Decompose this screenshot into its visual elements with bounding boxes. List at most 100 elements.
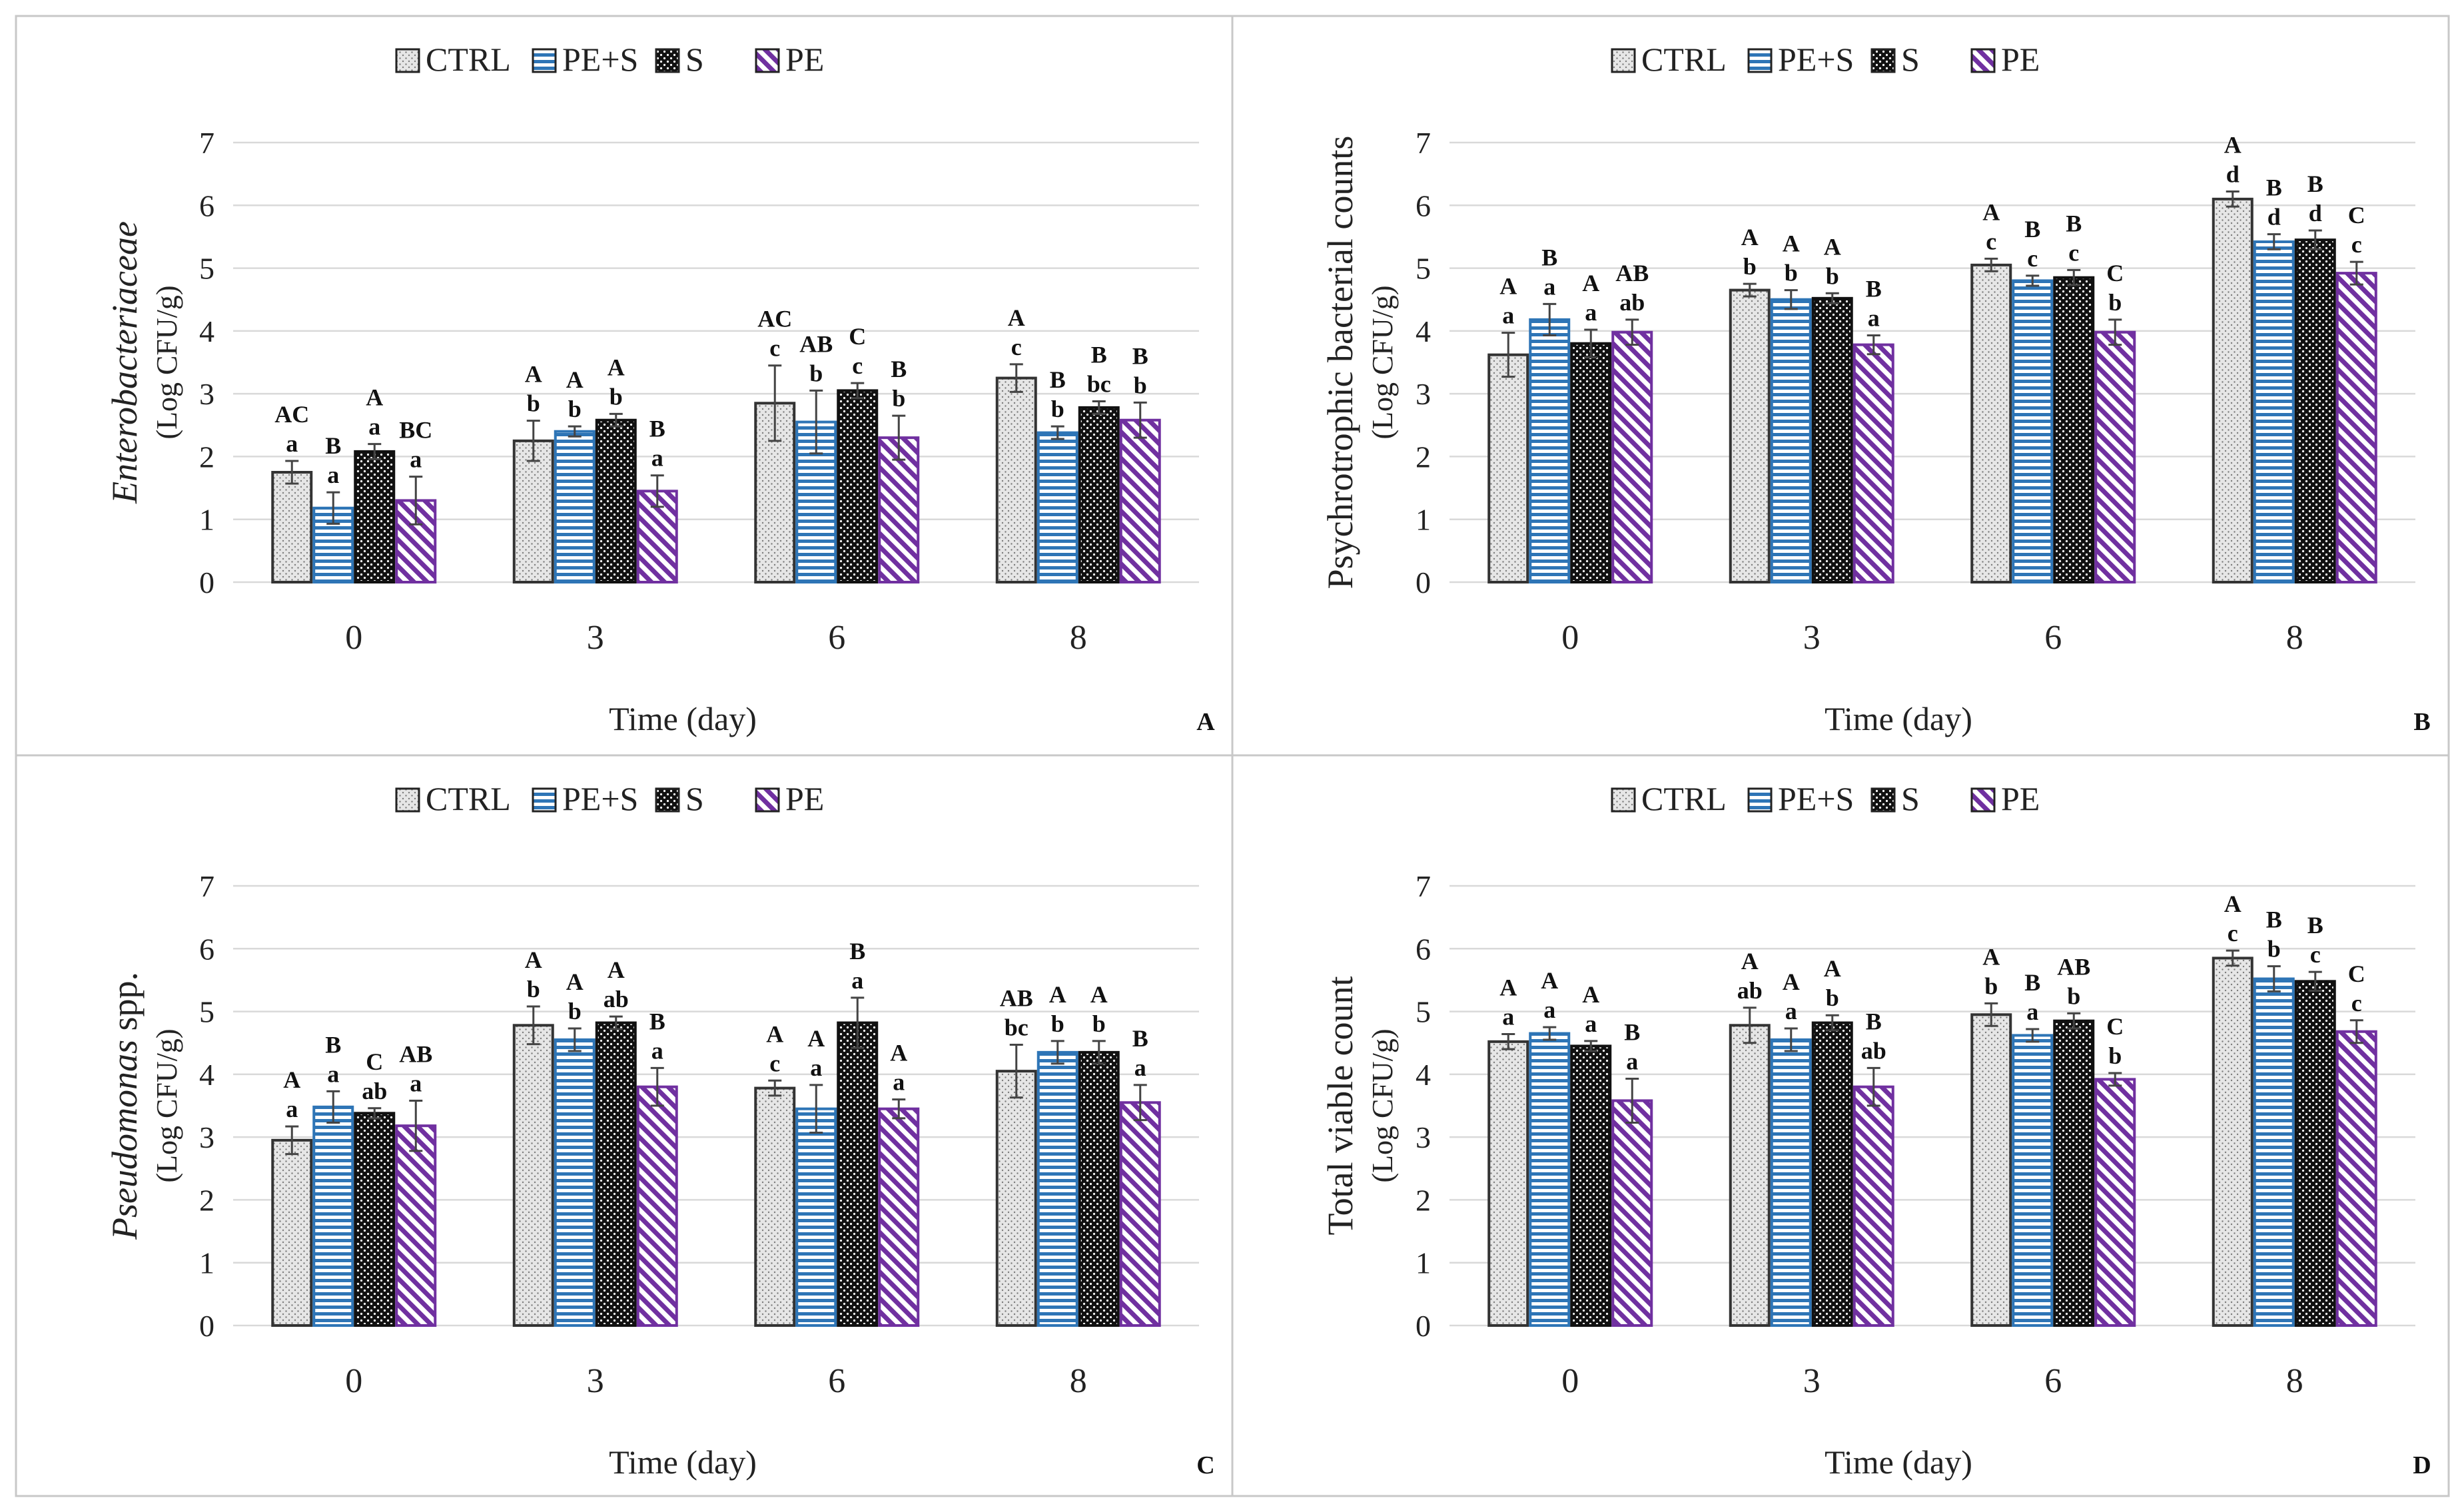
sig-letter-lower: a <box>327 1060 339 1087</box>
bar-pe-day6 <box>878 436 920 584</box>
sig-letter-lower: b <box>2267 936 2281 962</box>
sig-letter-upper: B <box>2266 907 2282 933</box>
y-tick-label: 5 <box>1416 252 1431 286</box>
legend-label: CTRL <box>1641 780 1727 817</box>
sig-letter-lower: a <box>1785 998 1797 1024</box>
bar-pes-day0 <box>312 1105 354 1327</box>
sig-letter-lower: d <box>2267 204 2281 230</box>
sig-letter-lower: c <box>2068 239 2079 266</box>
sig-letter-upper: A <box>807 1025 825 1052</box>
bar-s-day8 <box>2294 238 2336 583</box>
sig-letter-upper: B <box>1866 275 1882 302</box>
bar-pe-day3 <box>1852 343 1894 583</box>
sig-letter-lower: a <box>1502 1004 1514 1030</box>
sig-letter-lower: c <box>2310 941 2321 968</box>
y-tick-label: 5 <box>1416 995 1431 1029</box>
sig-letter-lower: b <box>527 390 540 417</box>
bar-pes-day8 <box>2253 977 2295 1327</box>
panel-letter: B <box>2413 708 2430 736</box>
sig-letter-lower: a <box>1626 1048 1638 1074</box>
sig-letter-lower: c <box>852 352 863 379</box>
sig-letter-upper: C <box>2106 260 2124 286</box>
bar-pes-day0 <box>1529 1032 1571 1327</box>
sig-letter-lower: c <box>1011 334 1022 360</box>
sig-letter-lower: a <box>2026 998 2038 1025</box>
bar-pes-day3 <box>554 1038 596 1327</box>
sig-letter-lower: b <box>2067 982 2080 1009</box>
y-tick-label: 6 <box>199 189 214 222</box>
bar-pes-day6 <box>795 420 837 583</box>
sig-letter-lower: a <box>1134 1054 1146 1081</box>
x-tick-label: 6 <box>2044 619 2062 657</box>
sig-letter-upper: A <box>525 946 542 973</box>
bar-pes-day3 <box>554 430 596 584</box>
legend-label: S <box>685 780 704 817</box>
bar-ctrl-day6 <box>1970 1013 2012 1327</box>
sig-letter-upper: AB <box>799 330 833 357</box>
sig-letter-lower: ab <box>1737 977 1763 1004</box>
sig-letter-upper: B <box>2307 171 2323 197</box>
bar-s-day0 <box>354 450 396 584</box>
y-tick-label: 1 <box>1416 503 1431 537</box>
x-axis-label: Time (day) <box>609 700 757 737</box>
sig-letter-upper: B <box>1624 1018 1640 1045</box>
sig-letter-upper: BC <box>399 417 432 444</box>
sig-letter-lower: a <box>1585 299 1597 326</box>
y-axis-label: Pseudomonas spp. <box>105 972 145 1240</box>
bar-s-day0 <box>1570 1044 1612 1327</box>
sig-letter-upper: AB <box>1615 260 1649 286</box>
legend-swatch-ctrl <box>395 48 420 73</box>
legend-swatch-s <box>655 48 680 73</box>
legend-label: PE <box>2001 41 2040 78</box>
y-tick-label: 4 <box>1416 314 1431 348</box>
sig-letter-upper: A <box>1824 233 1841 260</box>
sig-letter-upper: B <box>2024 969 2040 996</box>
sig-letter-lower: a <box>851 967 863 994</box>
sig-letter-lower: a <box>1585 1010 1597 1037</box>
bar-pes-day0 <box>1529 318 1571 583</box>
sig-letter-upper: B <box>1132 342 1148 369</box>
legend-label: PE+S <box>1778 780 1854 817</box>
sig-letter-lower: ab <box>604 986 629 1012</box>
y-tick-label: 6 <box>1416 189 1431 222</box>
sig-letter-upper: AC <box>757 306 792 332</box>
legend-swatch-pes <box>532 48 557 73</box>
y-tick-label: 7 <box>199 126 214 160</box>
sig-letter-upper: AB <box>399 1040 432 1067</box>
bar-ctrl-day3 <box>512 1024 554 1327</box>
x-tick-label: 6 <box>2044 1362 2062 1400</box>
bar-s-day6 <box>837 389 879 584</box>
sig-letter-lower: a <box>651 1037 663 1064</box>
bar-pe-day8 <box>1119 418 1161 583</box>
legend-label: S <box>1901 780 1920 817</box>
sig-letter-lower: b <box>1092 1010 1106 1037</box>
sig-letter-lower: a <box>368 414 380 440</box>
bar-pe-day8 <box>1119 1101 1161 1327</box>
sig-letter-upper: A <box>366 384 383 411</box>
sig-letter-upper: A <box>608 354 625 380</box>
sig-letter-upper: B <box>325 432 341 459</box>
bar-pe-day0 <box>395 1124 437 1327</box>
y-tick-label: 4 <box>199 1058 214 1092</box>
legend-label: CTRL <box>426 41 511 78</box>
legend-label: S <box>685 41 704 78</box>
sig-letter-upper: B <box>849 938 865 964</box>
sig-letter-upper: B <box>1866 1008 1882 1034</box>
sig-letter-lower: b <box>2108 1042 2122 1069</box>
sig-letter-upper: A <box>1741 948 1759 974</box>
sig-letter-lower: c <box>2228 920 2238 946</box>
x-tick-label: 8 <box>1070 1362 1087 1400</box>
sig-letter-lower: a <box>1502 302 1514 329</box>
sig-letter-lower: ab <box>362 1078 387 1104</box>
bar-s-day8 <box>1078 1050 1120 1327</box>
sig-letter-lower: c <box>2027 245 2038 272</box>
bar-pe-day6 <box>878 1107 920 1327</box>
sig-letter-lower: b <box>809 360 823 386</box>
sig-letter-upper: A <box>1582 981 1599 1008</box>
sig-letter-lower: ab <box>1861 1037 1886 1064</box>
bar-pes-day8 <box>2253 240 2295 583</box>
sig-letter-upper: A <box>1008 304 1025 331</box>
